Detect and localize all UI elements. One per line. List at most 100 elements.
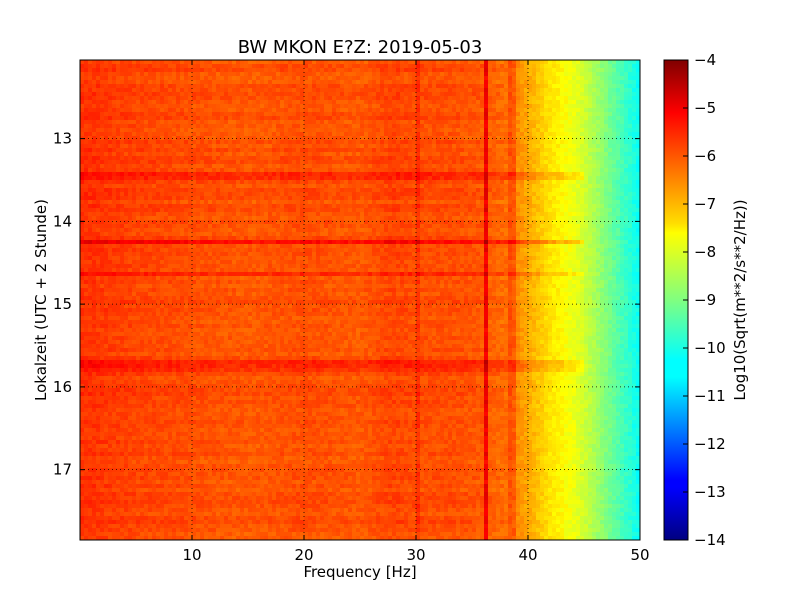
heatmap-cell [88,184,93,189]
heatmap-cell [368,188,373,193]
heatmap-cell [332,68,337,73]
heatmap-cell [212,148,217,153]
heatmap-cell [188,124,193,129]
heatmap-cell [396,60,401,65]
heatmap-cell [476,164,481,169]
heatmap-cell [308,64,313,69]
heatmap-cell [88,124,93,129]
heatmap-cell [624,156,629,161]
heatmap-cell [224,132,229,137]
heatmap-cell [488,112,493,117]
heatmap-cell [480,188,485,193]
heatmap-cell [140,112,145,117]
heatmap-cell [88,64,93,69]
heatmap-cell [524,160,529,165]
heatmap-cell [436,120,441,125]
heatmap-cell [628,188,633,193]
heatmap-cell [304,164,309,169]
heatmap-cell [104,88,109,93]
heatmap-cell [620,68,625,73]
heatmap-cell [424,68,429,73]
heatmap-cell [228,84,233,89]
heatmap-cell [504,160,509,165]
heatmap-cell [408,132,413,137]
heatmap-cell [368,96,373,101]
heatmap-cell [564,72,569,77]
heatmap-cell [632,188,637,193]
heatmap-cell [288,80,293,85]
heatmap-cell [84,60,89,65]
heatmap-cell [272,196,277,201]
heatmap-cell [248,124,253,129]
heatmap-cell [416,92,421,97]
heatmap-cell [92,168,97,173]
heatmap-cell [484,108,489,113]
heatmap-cell [204,152,209,157]
heatmap-cell [472,128,477,133]
heatmap-cell [596,188,601,193]
heatmap-cell [468,192,473,197]
heatmap-cell [380,128,385,133]
heatmap-cell [472,192,477,197]
heatmap-cell [432,172,437,177]
heatmap-cell [452,200,457,205]
heatmap-cell [608,144,613,149]
heatmap-cell [280,124,285,129]
heatmap-cell [560,168,565,173]
heatmap-cell [444,136,449,141]
heatmap-cell [272,168,277,173]
heatmap-cell [460,144,465,149]
heatmap-cell [240,196,245,201]
heatmap-cell [232,104,237,109]
heatmap-cell [636,196,640,201]
heatmap-cell [600,88,605,93]
heatmap-cell [292,116,297,121]
heatmap-cell [84,100,89,105]
heatmap-cell [492,108,497,113]
heatmap-cell [596,168,601,173]
heatmap-cell [288,64,293,69]
heatmap-cell [232,84,237,89]
heatmap-cell [384,100,389,105]
heatmap-cell [212,80,217,85]
heatmap-cell [616,156,621,161]
heatmap-cell [160,192,165,197]
heatmap-cell [200,160,205,165]
heatmap-cell [632,140,637,145]
heatmap-cell [404,196,409,201]
heatmap-cell [264,80,269,85]
heatmap-cell [148,96,153,101]
heatmap-cell [568,180,573,185]
heatmap-cell [612,100,617,105]
heatmap-cell [332,168,337,173]
heatmap-cell [492,128,497,133]
heatmap-cell [544,100,549,105]
heatmap-cell [532,72,537,77]
heatmap-cell [528,100,533,105]
heatmap-cell [304,152,309,157]
heatmap-cell [208,60,213,65]
heatmap-cell [128,196,133,201]
heatmap-cell [180,184,185,189]
heatmap-cell [476,112,481,117]
heatmap-cell [452,196,457,201]
heatmap-cell [364,96,369,101]
heatmap-cell [636,192,640,197]
heatmap-cell [332,88,337,93]
heatmap-cell [152,72,157,77]
heatmap-cell [532,164,537,169]
heatmap-cell [172,156,177,161]
heatmap-cell [476,116,481,121]
heatmap-cell [412,164,417,169]
heatmap-cell [196,200,201,205]
heatmap-cell [340,100,345,105]
heatmap-cell [516,192,521,197]
heatmap-cell [404,124,409,129]
heatmap-cell [156,92,161,97]
heatmap-cell [556,180,561,185]
heatmap-cell [436,92,441,97]
heatmap-cell [224,84,229,89]
heatmap-cell [312,156,317,161]
heatmap-cell [504,76,509,81]
heatmap-cell [108,148,113,153]
